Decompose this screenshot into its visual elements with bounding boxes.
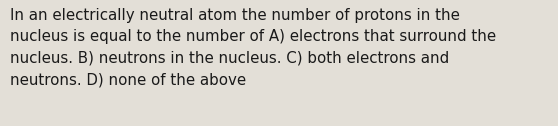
Text: In an electrically neutral atom the number of protons in the
nucleus is equal to: In an electrically neutral atom the numb… <box>10 8 496 87</box>
